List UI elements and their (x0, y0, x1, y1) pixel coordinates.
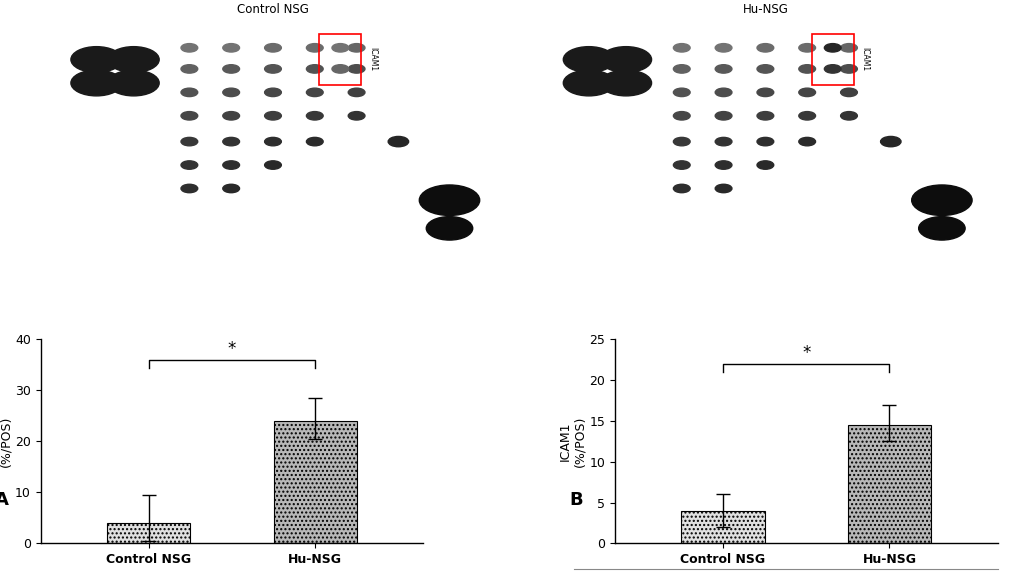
Circle shape (673, 184, 690, 192)
Circle shape (108, 47, 159, 72)
Circle shape (223, 161, 239, 169)
Circle shape (881, 136, 901, 147)
Bar (320, 34, 361, 86)
Circle shape (181, 65, 197, 73)
Circle shape (181, 184, 197, 192)
Bar (107, 523, 190, 543)
Circle shape (716, 43, 732, 52)
Circle shape (799, 43, 815, 52)
Circle shape (306, 138, 323, 146)
Circle shape (265, 88, 281, 97)
Circle shape (716, 184, 732, 192)
Circle shape (265, 65, 281, 73)
Bar (848, 425, 931, 543)
Circle shape (388, 136, 408, 147)
Text: ICAM1: ICAM1 (369, 47, 378, 72)
Circle shape (716, 161, 732, 169)
Circle shape (306, 88, 323, 97)
Text: *: * (228, 340, 236, 358)
Circle shape (108, 70, 159, 96)
Circle shape (799, 138, 815, 146)
Circle shape (265, 138, 281, 146)
Circle shape (348, 88, 365, 97)
Text: A: A (0, 491, 9, 509)
Circle shape (265, 43, 281, 52)
Circle shape (348, 43, 365, 52)
Circle shape (223, 112, 239, 120)
Y-axis label: ICAM1
(%/POS): ICAM1 (%/POS) (559, 416, 586, 467)
Circle shape (673, 65, 690, 73)
Circle shape (757, 88, 774, 97)
Circle shape (841, 88, 857, 97)
Circle shape (348, 65, 365, 73)
Circle shape (332, 43, 349, 52)
Circle shape (71, 47, 122, 72)
Y-axis label: ICAM1
(%/POS): ICAM1 (%/POS) (0, 416, 12, 467)
Circle shape (757, 138, 774, 146)
Title: Hu-NSG: Hu-NSG (742, 3, 788, 16)
Circle shape (265, 112, 281, 120)
Text: *: * (802, 344, 810, 362)
Bar (274, 421, 357, 543)
Circle shape (181, 88, 197, 97)
Bar (681, 511, 765, 543)
Circle shape (419, 185, 479, 216)
Circle shape (348, 112, 365, 120)
Circle shape (799, 112, 815, 120)
Text: B: B (569, 491, 582, 509)
Circle shape (716, 88, 732, 97)
Circle shape (181, 112, 197, 120)
Circle shape (601, 70, 652, 96)
Circle shape (563, 47, 615, 72)
Circle shape (601, 47, 652, 72)
Circle shape (223, 138, 239, 146)
Circle shape (71, 70, 122, 96)
Circle shape (427, 217, 472, 240)
Circle shape (716, 138, 732, 146)
Text: ICAM1: ICAM1 (860, 47, 869, 72)
Circle shape (181, 161, 197, 169)
Circle shape (673, 88, 690, 97)
Circle shape (223, 43, 239, 52)
Circle shape (757, 43, 774, 52)
Circle shape (825, 43, 841, 52)
Circle shape (332, 65, 349, 73)
Circle shape (825, 65, 841, 73)
Circle shape (757, 65, 774, 73)
Circle shape (181, 43, 197, 52)
Circle shape (223, 88, 239, 97)
Circle shape (306, 65, 323, 73)
Circle shape (673, 161, 690, 169)
Circle shape (757, 161, 774, 169)
Circle shape (673, 112, 690, 120)
Circle shape (918, 217, 965, 240)
Circle shape (306, 112, 323, 120)
Circle shape (306, 43, 323, 52)
Circle shape (223, 65, 239, 73)
Bar (811, 34, 854, 86)
Circle shape (716, 112, 732, 120)
Circle shape (841, 65, 857, 73)
Circle shape (265, 161, 281, 169)
Title: Control NSG: Control NSG (237, 3, 308, 16)
Circle shape (757, 112, 774, 120)
Circle shape (563, 70, 615, 96)
Circle shape (673, 138, 690, 146)
Circle shape (223, 184, 239, 192)
Circle shape (799, 65, 815, 73)
Circle shape (716, 65, 732, 73)
Circle shape (912, 185, 972, 216)
Circle shape (841, 112, 857, 120)
Circle shape (841, 43, 857, 52)
Circle shape (799, 88, 815, 97)
Circle shape (673, 43, 690, 52)
Circle shape (181, 138, 197, 146)
